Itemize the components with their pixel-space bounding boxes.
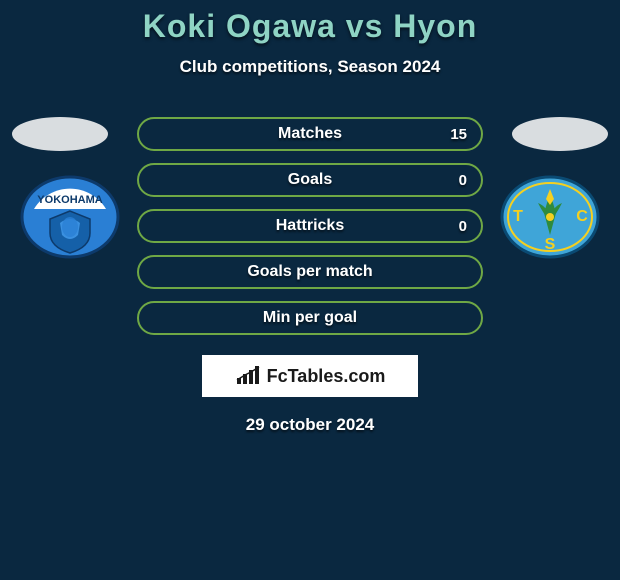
stat-row-hattricks: Hattricks 0 — [137, 209, 483, 243]
stat-row-goals: Goals 0 — [137, 163, 483, 197]
stat-label: Hattricks — [276, 217, 344, 235]
club-badge-right: T C S — [500, 175, 600, 259]
stat-value-right: 0 — [459, 172, 467, 189]
stat-rows: Matches 15 Goals 0 Hattricks 0 Goals per… — [137, 117, 483, 335]
stat-row-matches: Matches 15 — [137, 117, 483, 151]
stat-label: Min per goal — [263, 309, 357, 327]
svg-text:C: C — [576, 208, 588, 225]
bar-chart-icon — [235, 366, 263, 386]
player-photo-left — [12, 117, 108, 151]
stat-label: Matches — [278, 125, 342, 143]
stat-label: Goals per match — [247, 263, 372, 281]
svg-text:YOKOHAMA: YOKOHAMA — [37, 194, 102, 206]
stat-value-right: 0 — [459, 218, 467, 235]
comparison-card: Koki Ogawa vs Hyon Club competitions, Se… — [0, 0, 620, 435]
player-photo-right — [512, 117, 608, 151]
date-label: 29 october 2024 — [0, 415, 620, 435]
stat-row-goals-per-match: Goals per match — [137, 255, 483, 289]
svg-text:S: S — [545, 236, 556, 253]
brand-text: FcTables.com — [267, 366, 386, 387]
svg-text:T: T — [513, 208, 523, 225]
stats-area: YOKOHAMA T C S Matches 15 — [0, 117, 620, 435]
brand-box[interactable]: FcTables.com — [202, 355, 418, 397]
club-badge-left: YOKOHAMA — [20, 175, 120, 259]
season-subtitle: Club competitions, Season 2024 — [0, 57, 620, 77]
page-title: Koki Ogawa vs Hyon — [0, 8, 620, 45]
stat-label: Goals — [288, 171, 332, 189]
stat-value-right: 15 — [450, 126, 467, 143]
stat-row-min-per-goal: Min per goal — [137, 301, 483, 335]
